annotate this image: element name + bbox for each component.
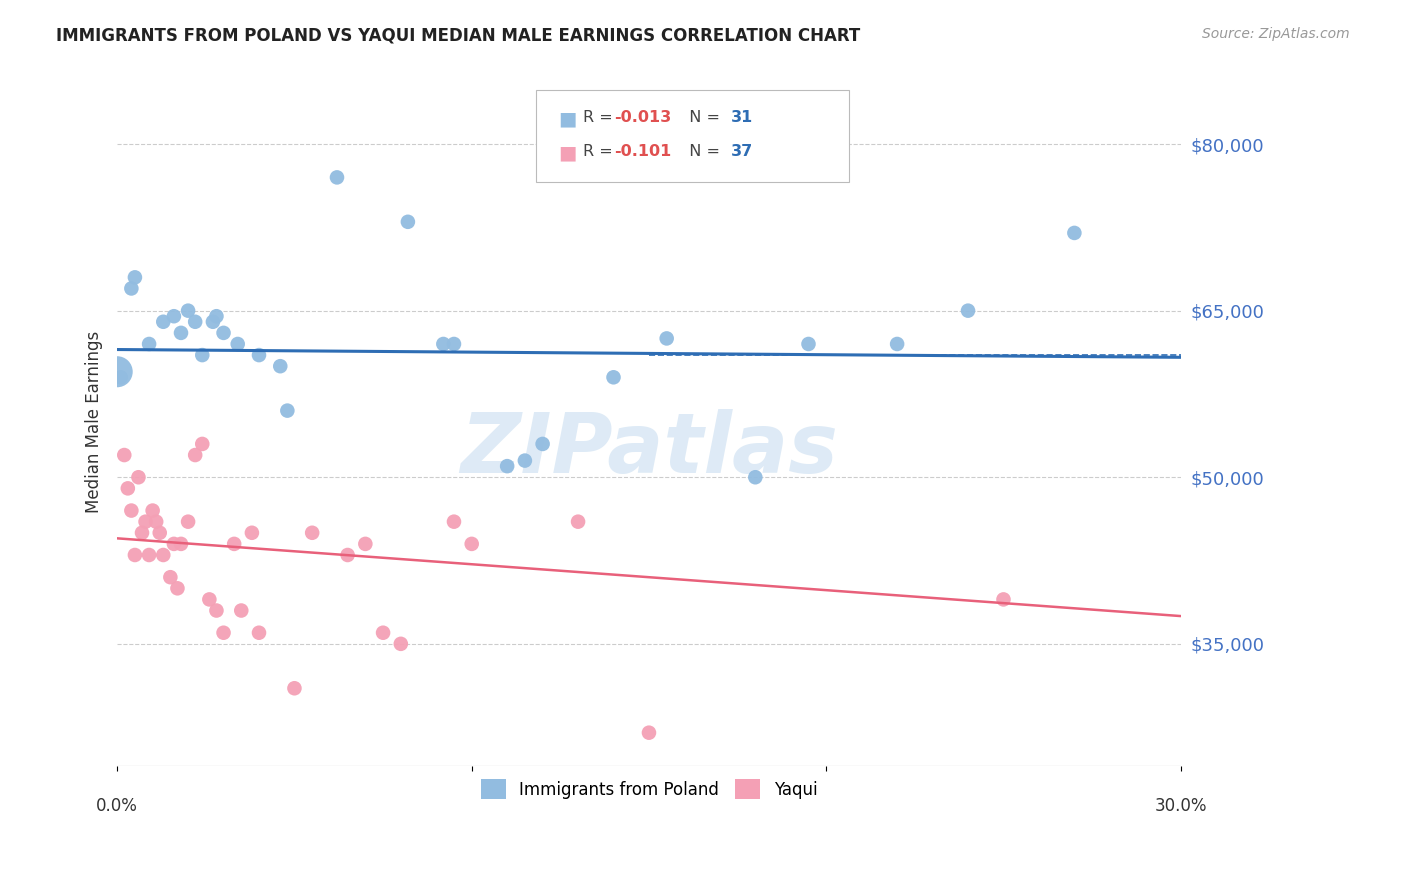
Point (371, 625, 394, 640)
Point (531, 437, 554, 451)
Point (184, 315, 207, 329)
Point (886, 337, 908, 351)
Text: ZIPatlas: ZIPatlas (460, 409, 838, 490)
Text: ■: ■ (558, 110, 576, 128)
Point (326, 170, 349, 185)
Point (240, 525, 263, 540)
Point (432, 337, 454, 351)
Point (1063, 226, 1085, 240)
Point (396, 215, 419, 229)
Point (177, 515, 200, 529)
Point (655, 331, 678, 345)
Point (124, 270, 146, 285)
Text: N =: N = (679, 144, 725, 159)
Point (149, 525, 172, 540)
Text: 31: 31 (731, 110, 754, 125)
Point (201, 315, 224, 329)
Point (142, 503, 165, 517)
Point (170, 537, 193, 551)
Point (163, 310, 186, 324)
Text: IMMIGRANTS FROM POLAND VS YAQUI MEDIAN MALE EARNINGS CORRELATION CHART: IMMIGRANTS FROM POLAND VS YAQUI MEDIAN M… (56, 27, 860, 45)
Point (170, 326, 193, 340)
Point (159, 570, 181, 584)
Point (184, 448, 207, 462)
Point (443, 337, 465, 351)
Text: Source: ZipAtlas.com: Source: ZipAtlas.com (1202, 27, 1350, 41)
Y-axis label: Median Male Earnings: Median Male Earnings (86, 331, 103, 513)
Point (224, 537, 246, 551)
Point (231, 603, 253, 617)
Text: 37: 37 (731, 144, 754, 159)
Point (120, 281, 142, 295)
Point (120, 503, 142, 517)
Text: -0.013: -0.013 (614, 110, 672, 125)
Point (602, 370, 624, 384)
Point (460, 537, 482, 551)
Point (127, 470, 149, 484)
Point (191, 348, 214, 362)
Point (145, 515, 167, 529)
Point (198, 592, 221, 607)
Text: 30.0%: 30.0% (1154, 797, 1206, 814)
Point (993, 592, 1015, 607)
Point (212, 326, 235, 340)
Point (269, 359, 291, 374)
Point (797, 337, 820, 351)
Point (247, 625, 270, 640)
Point (496, 459, 519, 474)
Point (117, 481, 139, 495)
Point (152, 315, 174, 329)
Text: R =: R = (583, 144, 619, 159)
Point (956, 303, 979, 318)
Point (112, 448, 135, 462)
Point (138, 337, 160, 351)
Point (212, 625, 235, 640)
Point (336, 548, 359, 562)
Text: -0.101: -0.101 (614, 144, 672, 159)
Point (205, 310, 228, 324)
Point (205, 603, 228, 617)
Point (247, 348, 270, 362)
Point (567, 515, 589, 529)
Point (138, 548, 160, 562)
Point (166, 582, 188, 596)
Point (124, 548, 146, 562)
Text: R =: R = (583, 110, 619, 125)
Point (283, 681, 305, 696)
Point (638, 725, 661, 739)
Point (135, 515, 157, 529)
Point (443, 515, 465, 529)
Point (177, 303, 200, 318)
Point (131, 525, 153, 540)
Legend: Immigrants from Poland, Yaqui: Immigrants from Poland, Yaqui (474, 772, 824, 805)
Point (744, 470, 766, 484)
Text: N =: N = (679, 110, 725, 125)
Point (513, 453, 536, 467)
Point (301, 525, 323, 540)
Point (163, 537, 186, 551)
Point (152, 548, 174, 562)
Text: 0.0%: 0.0% (96, 797, 138, 814)
Text: ■: ■ (558, 144, 576, 162)
Point (276, 403, 298, 417)
Point (354, 537, 377, 551)
Point (389, 637, 412, 651)
Point (105, 365, 128, 379)
Point (191, 437, 214, 451)
Point (226, 337, 249, 351)
Point (110, 370, 132, 384)
